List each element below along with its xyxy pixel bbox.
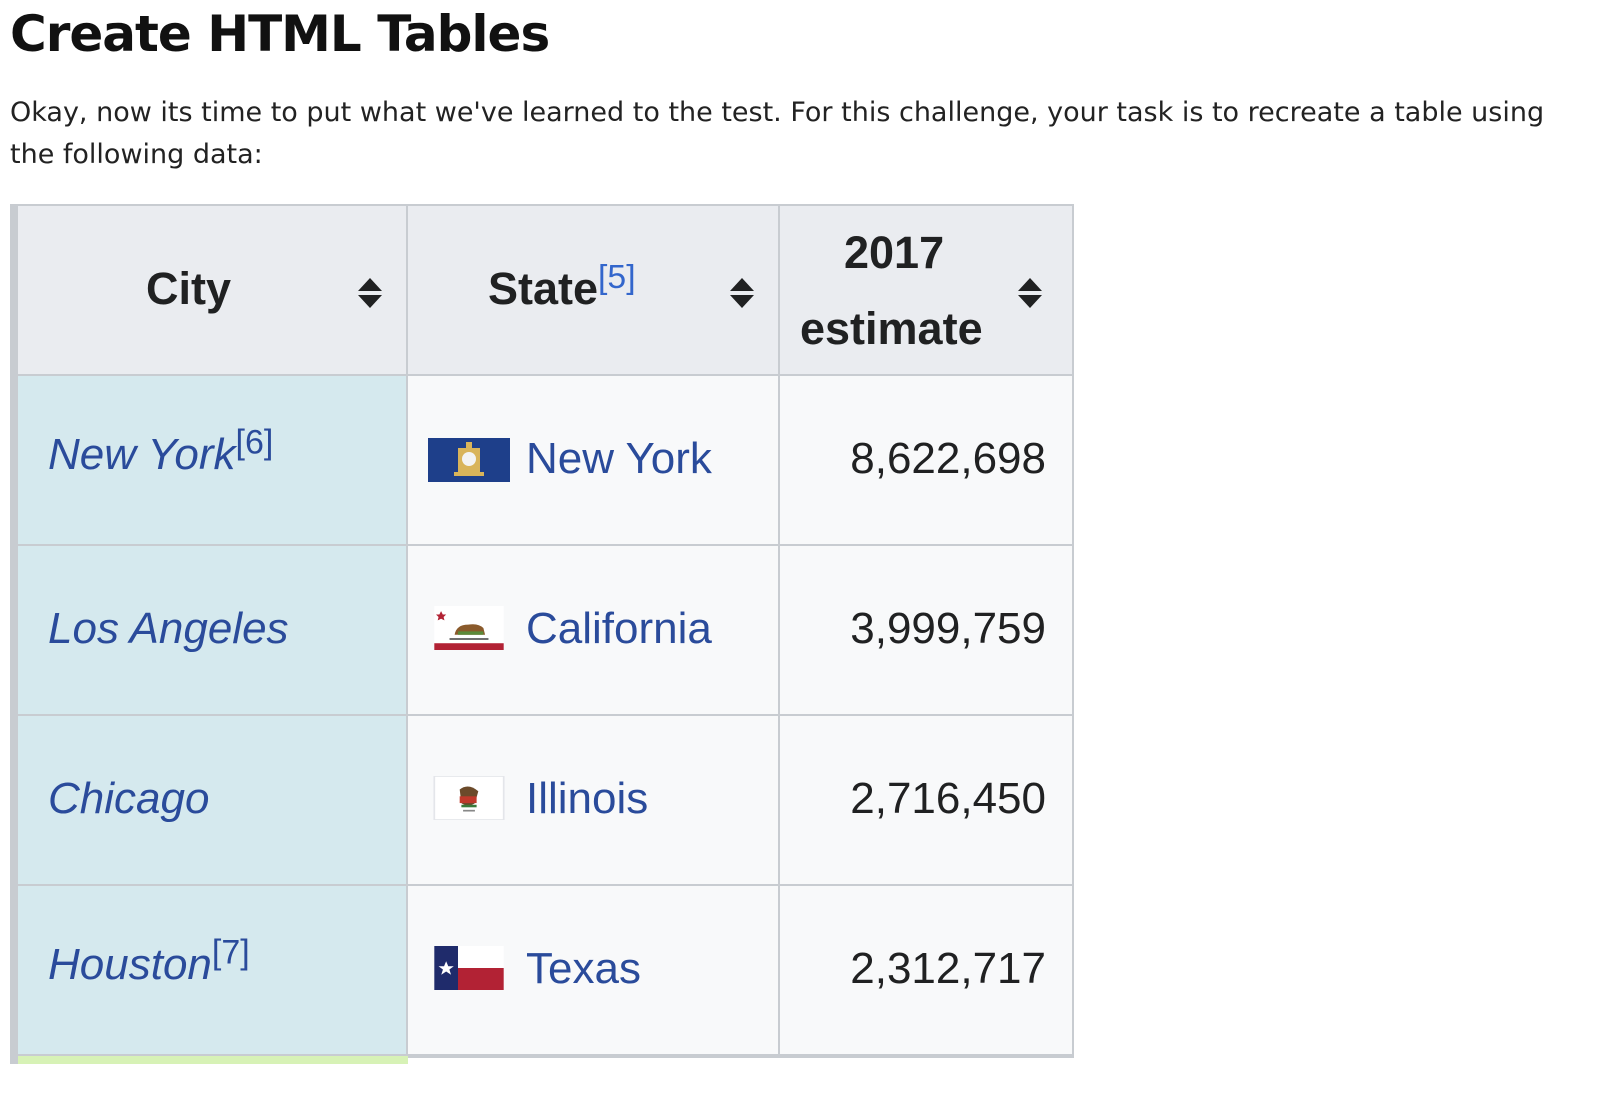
table-row-city-cell: Houston[7] [18, 886, 408, 1056]
table-row-population-cell: 2,716,450 [780, 716, 1074, 886]
table-left-border [10, 204, 18, 1064]
city-link[interactable]: Chicago [48, 774, 210, 823]
table-row-population-cell: 2,312,717 [780, 886, 1074, 1056]
state-reference[interactable]: [5] [598, 258, 636, 296]
city-link[interactable]: Houston[7] [48, 933, 250, 989]
header-estimate-line2: estimate [800, 303, 983, 354]
cities-table: City State[5] 2017 estimate New York[6] … [10, 204, 1074, 1064]
header-state-label: State[5] [488, 252, 636, 326]
page-title: Create HTML Tables [10, 5, 550, 63]
table-row-population-cell: 8,622,698 [780, 376, 1074, 546]
table-row-city-cell: Chicago [18, 716, 408, 886]
population-value: 2,716,450 [850, 774, 1046, 823]
header-city-label: City [146, 263, 232, 314]
sort-icon[interactable] [356, 276, 384, 310]
table-row-state-cell: New York [408, 376, 780, 546]
table-bottom-divider [408, 1056, 1074, 1058]
header-estimate[interactable]: 2017 estimate [780, 204, 1074, 376]
population-value: 3,999,759 [850, 604, 1046, 653]
table-row-state-cell: Texas [408, 886, 780, 1056]
state-link[interactable]: New York [526, 434, 712, 483]
sort-icon[interactable] [1016, 276, 1044, 310]
header-state[interactable]: State[5] [408, 204, 780, 376]
sort-icon[interactable] [728, 276, 756, 310]
table-row-state-cell: Illinois [408, 716, 780, 886]
next-row-highlight [18, 1056, 408, 1064]
header-estimate-line1: 2017 [844, 227, 945, 278]
city-link[interactable]: New York[6] [48, 423, 274, 479]
population-value: 2,312,717 [850, 944, 1046, 993]
header-city[interactable]: City [18, 204, 408, 376]
table-row-city-cell: New York[6] [18, 376, 408, 546]
new-york-flag-icon[interactable] [428, 438, 510, 482]
table-row-population-cell: 3,999,759 [780, 546, 1074, 716]
city-link[interactable]: Los Angeles [48, 604, 289, 653]
state-link[interactable]: California [526, 604, 712, 653]
illinois-flag-icon[interactable] [428, 776, 510, 820]
state-link[interactable]: Illinois [526, 774, 649, 823]
header-state-text: State [488, 263, 599, 314]
table-row-state-cell: California [408, 546, 780, 716]
state-link[interactable]: Texas [526, 944, 641, 993]
table-row-city-cell: Los Angeles [18, 546, 408, 716]
city-reference[interactable]: [6] [235, 423, 274, 462]
texas-flag-icon[interactable] [428, 946, 510, 990]
population-value: 8,622,698 [850, 434, 1046, 483]
intro-text: Okay, now its time to put what we've lea… [10, 97, 1545, 170]
city-reference[interactable]: [7] [211, 933, 250, 972]
california-flag-icon[interactable] [428, 606, 510, 650]
